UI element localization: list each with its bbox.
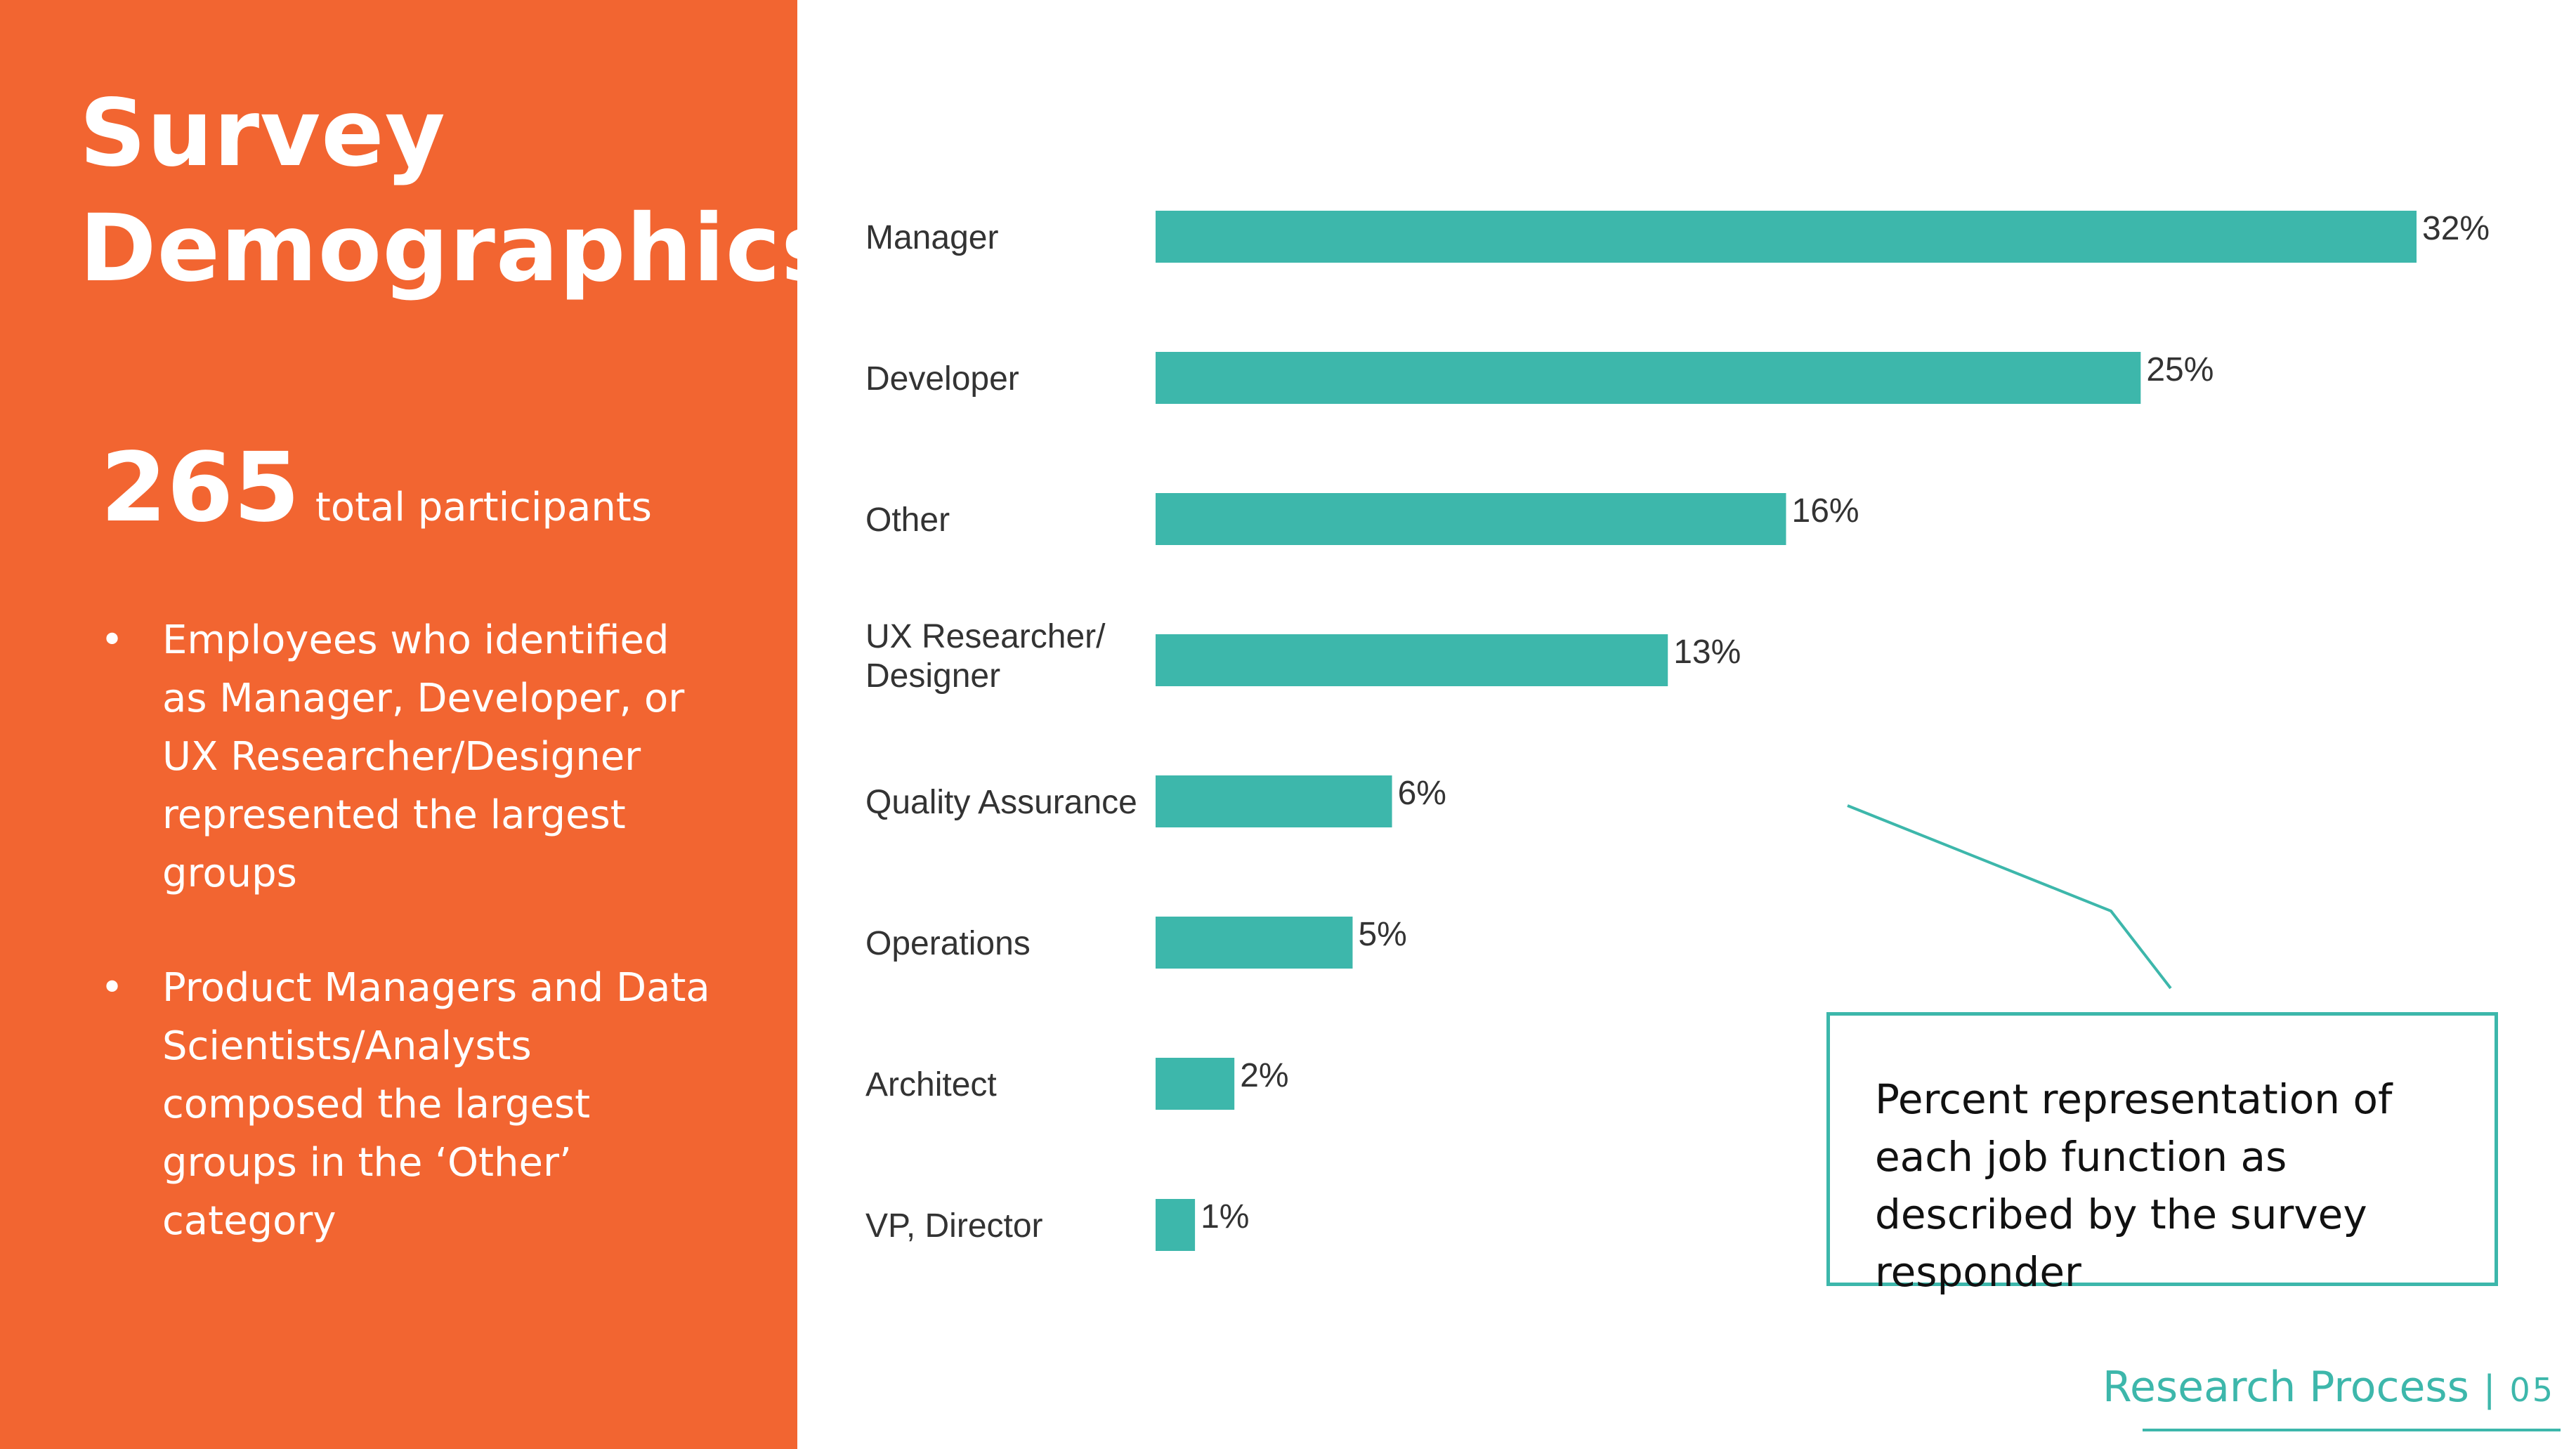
category-label: Manager — [865, 219, 998, 256]
job-function-bar-chart: Manager 32% Developer 25% Other 16% UX Researc… — [865, 210, 2490, 1251]
slide-title-line1: Survey — [79, 79, 446, 188]
value-label: 25% — [2146, 351, 2214, 388]
bar — [1156, 1058, 1235, 1110]
value-label: 13% — [1673, 634, 1741, 671]
slide-title: Survey Demographics — [79, 76, 837, 306]
category-label: Architect — [865, 1066, 997, 1103]
category-label: Quality Assurance — [865, 784, 1137, 821]
callout-text: Percent representation of each job funct… — [1875, 1075, 2393, 1296]
participants-count: 265 — [100, 433, 300, 544]
chart-callout: Percent representation of each job funct… — [1826, 1012, 2498, 1296]
bar — [1156, 493, 1786, 545]
category-label: Other — [865, 501, 950, 539]
value-label: 2% — [1240, 1057, 1288, 1094]
footer-separator: | — [2483, 1368, 2496, 1410]
value-label: 32% — [2422, 210, 2490, 247]
bar — [1156, 634, 1668, 686]
bar — [1156, 352, 2141, 404]
bullet-dot-icon: • — [100, 617, 124, 663]
bar — [1156, 211, 2417, 263]
value-label: 16% — [1792, 492, 1859, 530]
bullet-item: • Product Managers and Data Scientists/An… — [100, 959, 719, 1250]
value-label: 5% — [1358, 916, 1406, 953]
footer-rule — [2143, 1429, 2561, 1431]
bullet-text: Employees who identified as Manager, Dev… — [162, 617, 685, 896]
category-label: UX Researcher/Designer — [865, 618, 1106, 695]
category-label: Operations — [865, 925, 1031, 962]
bar — [1156, 917, 1353, 969]
value-label: 1% — [1201, 1198, 1249, 1235]
bullet-dot-icon: • — [100, 965, 124, 1011]
bullet-text: Product Managers and Data Scientists/Ana… — [162, 965, 710, 1244]
bullet-item: • Employees who identified as Manager, De… — [100, 611, 719, 903]
participants-stat: 265 total participants — [100, 435, 652, 541]
bar — [1156, 1199, 1196, 1251]
page-number: 05 — [2509, 1371, 2555, 1409]
left-panel: Survey Demographics 265 total participant… — [0, 0, 837, 1449]
bar — [1156, 775, 1392, 827]
category-label: Developer — [865, 360, 1019, 398]
category-label: VP, Director — [865, 1207, 1043, 1245]
footer-section-label: Research Process — [2103, 1363, 2469, 1412]
bullet-list: • Employees who identified as Manager, De… — [100, 611, 719, 1306]
footer: Research Process | 05 — [2103, 1363, 2555, 1412]
participants-label: total participants — [315, 485, 652, 530]
value-label: 6% — [1398, 775, 1446, 812]
slide-title-line2: Demographics — [79, 195, 837, 303]
